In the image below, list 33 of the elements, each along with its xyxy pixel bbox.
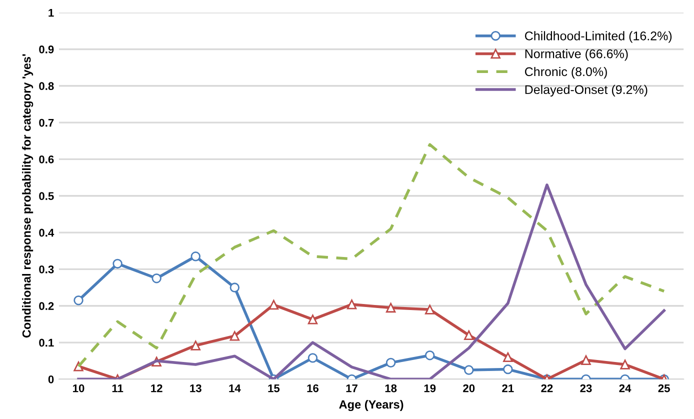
legend-label: Chronic (8.0%) (524, 66, 607, 79)
legend-label: Normative (66.6%) (525, 49, 628, 61)
y-axis-title: Conditional response probability for category 'yes' (22, 54, 34, 338)
x-tick-label: 14 (229, 384, 241, 392)
y-tick-label: 0.7 (39, 118, 54, 127)
x-tick-label: 25 (658, 384, 670, 392)
x-tick-label: 18 (385, 384, 397, 392)
x-tick-label: 16 (307, 384, 319, 392)
y-tick-label: 0.1 (39, 338, 54, 347)
legend-label: Delayed-Onset (9.2%) (525, 84, 648, 97)
y-tick-label: 0.3 (39, 265, 54, 274)
legend-label: Childhood-Limited (16.2%) (524, 31, 672, 43)
x-tick-label: 23 (580, 384, 592, 392)
x-tick-label: 21 (502, 384, 514, 392)
x-tick-label: 19 (424, 384, 436, 392)
y-tick-label: 1 (48, 8, 54, 17)
x-tick-label: 11 (112, 384, 124, 392)
y-tick-label: 0.9 (39, 46, 54, 54)
y-tick-label: 0.8 (39, 82, 54, 90)
y-tick-label: 0.2 (39, 302, 54, 310)
x-tick-label: 10 (73, 384, 84, 392)
x-tick-label: 24 (619, 384, 632, 392)
x-tick-label: 22 (541, 384, 553, 392)
y-tick-label: 0.4 (39, 228, 54, 237)
x-axis-title: Age (Years) (339, 400, 404, 412)
x-tick-label: 20 (463, 384, 475, 392)
y-tick-label: 0.6 (39, 155, 54, 164)
x-tick-label: 17 (346, 384, 358, 392)
y-tick-label: 0.5 (39, 192, 54, 200)
y-tick-label: 0 (48, 375, 54, 384)
x-tick-label: 13 (190, 384, 202, 392)
x-tick-label: 15 (268, 384, 280, 392)
x-tick-label: 12 (151, 384, 162, 392)
